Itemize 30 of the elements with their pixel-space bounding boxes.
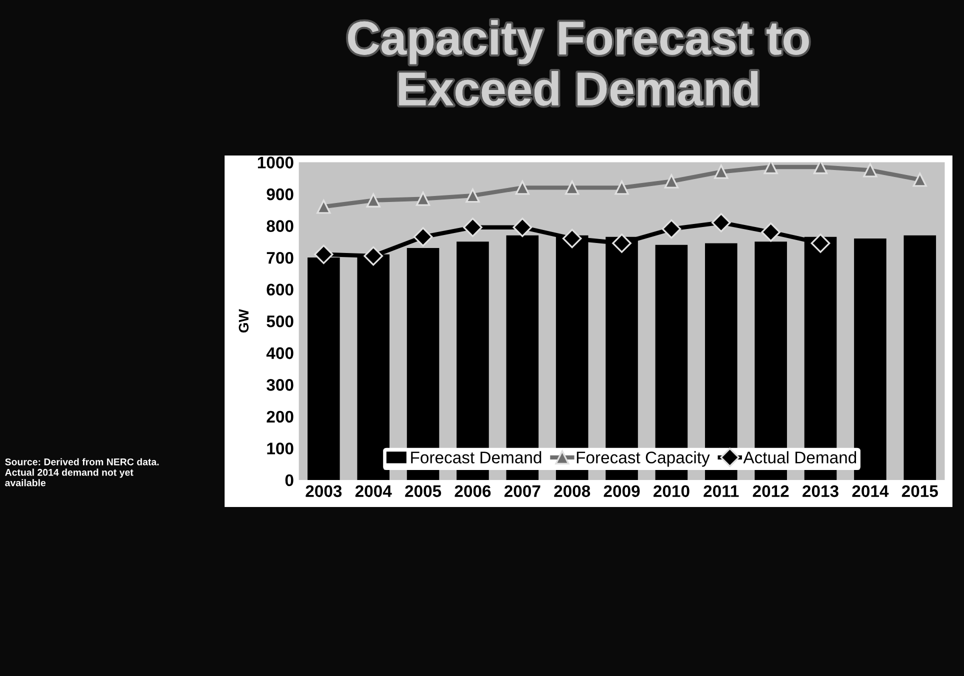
y-axis-title: GW [238, 309, 249, 332]
y-tick-label: 600 [266, 284, 294, 296]
legend-label: Forecast Demand [411, 451, 542, 464]
x-tick-label: 2010 [654, 485, 690, 498]
x-tick-label: 2004 [355, 485, 392, 498]
y-tick-label: 100 [267, 442, 294, 454]
x-tick-label: 2012 [752, 485, 789, 498]
y-tick-label: 200 [266, 410, 294, 423]
y-tick-label: 1000 [258, 156, 294, 168]
x-tick-label: 2006 [454, 485, 491, 498]
y-tick-label: 500 [266, 316, 294, 328]
x-tick-label: 2005 [405, 485, 442, 498]
x-tick-label: 2009 [604, 485, 640, 498]
y-tick-label: 900 [266, 188, 294, 200]
x-tick-label: 2013 [802, 485, 838, 498]
legend-label: Actual Demand [743, 451, 856, 464]
y-tick-label: 300 [266, 379, 294, 391]
x-tick-label: 2003 [306, 485, 342, 498]
y-tick-label: 400 [266, 347, 294, 360]
x-tick-label: 2015 [902, 485, 938, 498]
y-tick-label: 0 [285, 474, 294, 486]
x-tick-label: 2007 [504, 485, 540, 498]
y-tick-label: 800 [266, 220, 294, 232]
x-tick-label: 2011 [704, 485, 739, 498]
source-note: Source: Derived from NERC data. Actual 2014 demand not yet available [5, 458, 159, 486]
x-tick-label: 2008 [554, 485, 590, 498]
legend-label: Forecast Capacity [576, 451, 710, 467]
x-tick-label: 2014 [852, 485, 889, 498]
y-tick-label: 700 [266, 252, 294, 264]
chart-title: Capacity Forecast to Exceed Demand [348, 20, 809, 106]
